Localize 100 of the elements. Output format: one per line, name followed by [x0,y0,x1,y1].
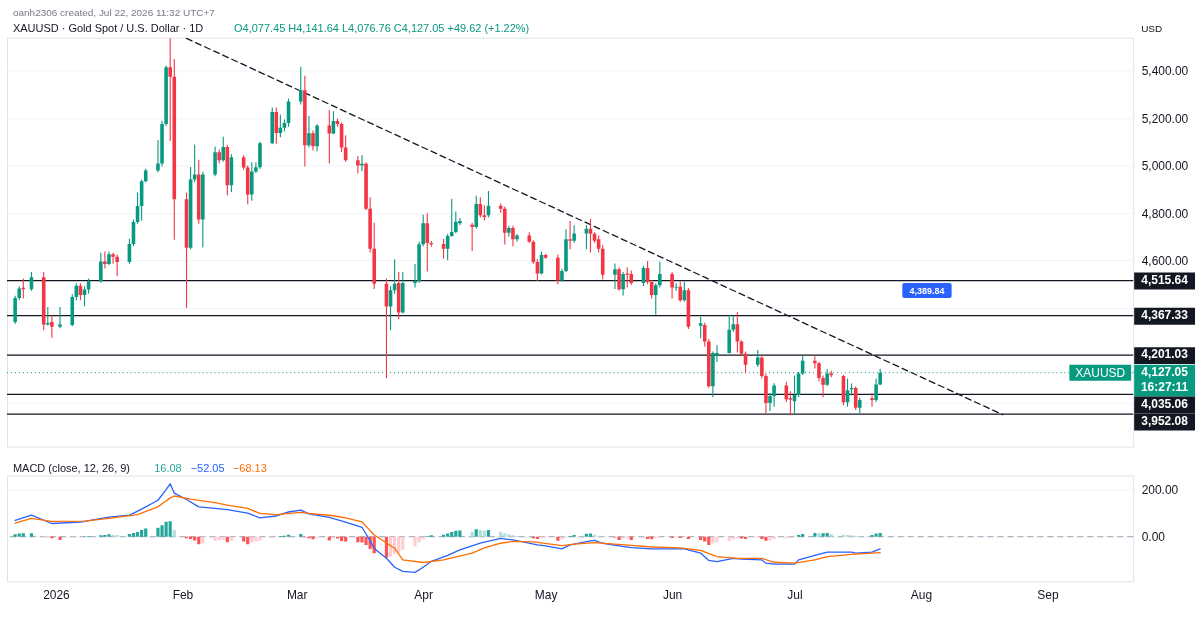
bar [588,533,593,537]
bar [450,531,454,537]
candlestick [58,306,62,329]
bar [715,536,719,543]
bar [446,533,450,537]
x-tick-label: May [534,587,558,602]
candlestick [115,254,119,277]
candlestick [213,146,217,177]
bar [156,527,160,537]
ref-line-label: 4,201.03 [1141,347,1189,362]
bar [172,530,176,537]
bar [829,534,833,537]
candlestick [870,392,874,407]
candlestick [311,130,315,151]
candlestick [621,272,625,296]
y-axis-title: USD [1141,22,1163,34]
candlestick [298,66,303,105]
ref-line-label: 4,127.05 16:27:11 [1140,364,1189,394]
bar [703,536,707,542]
candlestick [449,198,454,237]
bar [127,534,131,537]
bar [486,530,491,537]
candlestick [670,272,674,299]
x-tick-label: 2026 [43,587,71,602]
annotation: XAUUSD [1075,365,1126,380]
bar [454,530,458,537]
bar [617,536,621,540]
candlestick [250,162,254,201]
text: oanh2306 created, Jul 22, 2026 11:32 UTC+7 [12,6,216,18]
candlestick [454,211,458,234]
ref-line-label: 4,367.33 [1141,307,1189,322]
candlestick [221,136,226,162]
y-tick-label: 5,200.00 [1141,111,1189,126]
bar [556,536,560,541]
y-tick-label: 5,000.00 [1141,159,1189,174]
candlestick [617,267,621,291]
x-tick-label: Jul [787,587,803,602]
bar [21,533,25,537]
bar [131,532,136,537]
bar [164,521,168,537]
candlestick [425,213,430,272]
x-tick-label: Apr [414,587,433,602]
bar [560,536,564,540]
candlestick [698,316,703,339]
x-tick-label: Aug [910,587,933,602]
bar [360,536,364,543]
bar [13,534,17,537]
candlestick [315,124,319,152]
bar [499,531,503,537]
bar [168,521,172,537]
text: −52.05 [190,461,225,474]
line-series [14,483,881,574]
bar [107,534,111,537]
candlestick [772,383,776,407]
bar [772,536,776,540]
y-tick-label: 4,800.00 [1141,206,1189,221]
bar [874,533,878,537]
bar [58,536,62,540]
candlestick [99,252,103,283]
bar [817,533,821,537]
bar [401,536,405,550]
candlestick [568,221,572,250]
bar [160,525,164,537]
x-tick-label: Mar [286,587,308,602]
text: 16.08 [154,461,182,474]
y-tick-label: 0.00 [1141,530,1166,545]
candlestick [625,267,629,288]
bar [503,533,507,537]
ref-line-label: 4,515.64 [1141,272,1189,287]
y-tick-label: 5,400.00 [1141,64,1189,79]
bar [242,536,246,542]
bar [135,531,140,537]
candlestick [111,252,115,264]
bar [213,536,217,541]
ref-line-label: 4,035.06 [1141,396,1189,411]
bar [144,528,148,537]
x-tick-label: Feb [172,587,194,602]
x-tick-label: Jun [662,587,683,602]
candlestick [556,254,560,285]
bar [478,530,482,537]
candlestick [507,225,511,237]
chart-title: MACD (close, 12, 26, 9) [12,461,131,474]
bar [458,530,462,537]
bar [311,536,315,540]
y-tick-label: 4,600.00 [1141,254,1189,269]
candlestick [82,286,87,307]
bar [29,533,34,537]
bar [764,536,768,541]
chart-subtitle: O4,077.45 H4,141.64 L4,076.76 C4,127.05 +49.62 (+1.22%) [234,21,530,34]
text: −68.13 [232,461,267,474]
bar [364,536,368,545]
candlestick [356,155,360,174]
x-tick-label: Sep [1037,587,1059,602]
bar [258,536,262,541]
bar [878,532,882,537]
bar [250,536,254,543]
bar [229,536,233,541]
bar [507,534,511,537]
candlestick [307,116,311,148]
bar [707,536,711,545]
